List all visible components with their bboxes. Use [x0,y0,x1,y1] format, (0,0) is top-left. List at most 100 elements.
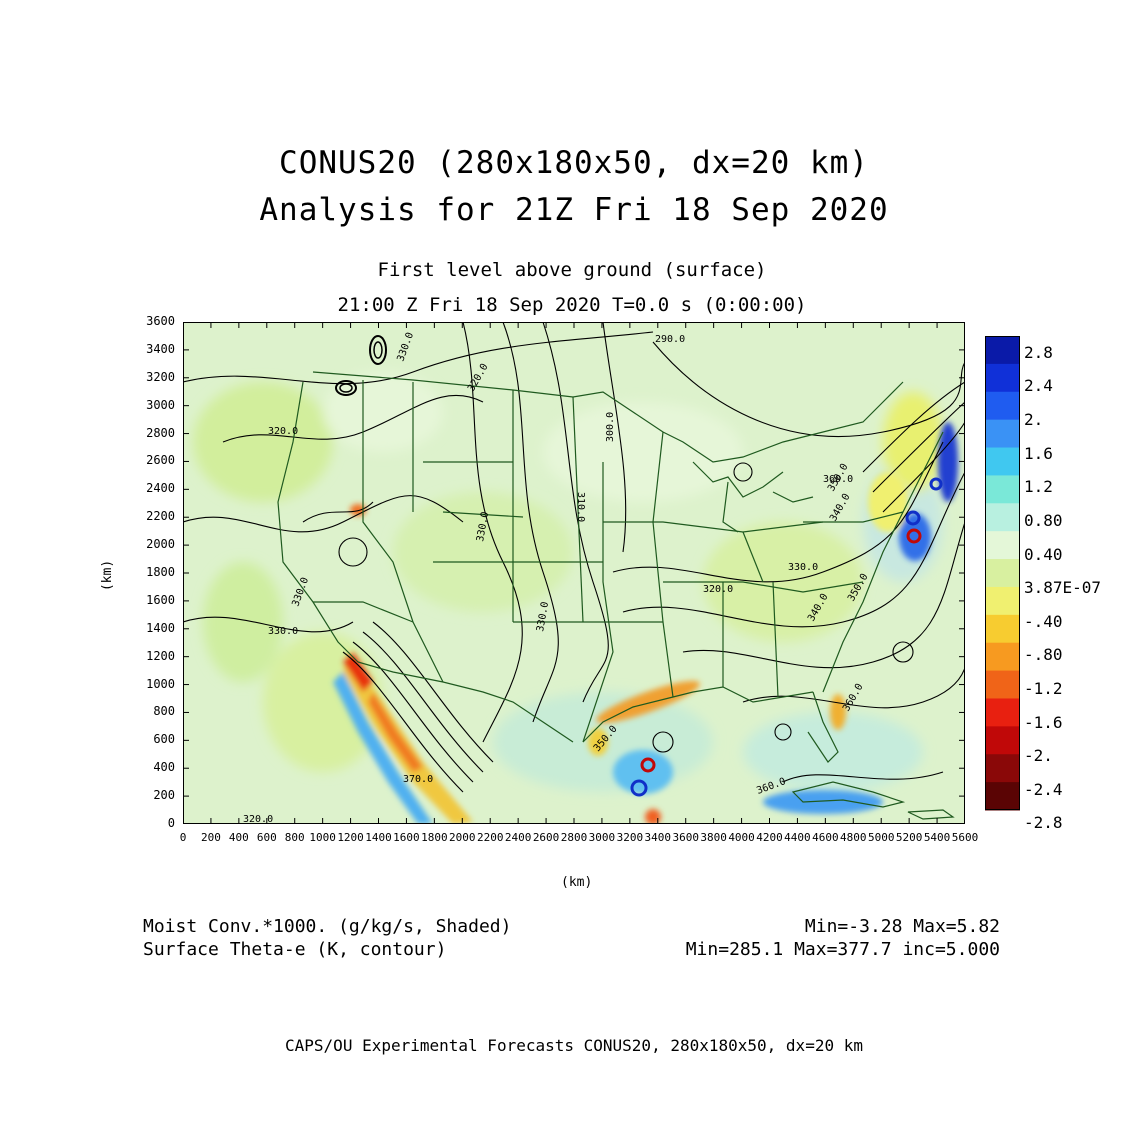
x-tick-label: 4400 [784,831,811,844]
shaded-field-stats: Min=-3.28 Max=5.82 [804,916,1000,937]
y-tick-label: 1800 [146,565,175,579]
x-tick-label: 600 [256,831,277,844]
y-tick-label: 1000 [146,676,175,691]
y-tick-label: 3000 [146,397,175,412]
y-tick-label: 3600 [146,314,175,328]
colorbar-cell [985,754,1020,783]
colorbar-cell [985,670,1020,699]
contour-label: 290.0 [655,334,685,345]
x-tick-label: 2000 [449,831,476,844]
x-tick-label: 5200 [895,831,923,844]
x-tick-label: 3600 [672,831,699,844]
colorbar-cell [985,726,1020,755]
colorbar-cell [985,586,1020,616]
contour-label: 370.0 [403,774,433,785]
contour-label: 310.0 [575,492,586,522]
y-tick-label: 400 [153,760,175,775]
x-tick-label: 400 [228,831,249,844]
colorbar-label: -2.4 [1024,779,1063,799]
x-tick-label: 5400 [923,831,951,844]
colorbar-cell [985,363,1020,393]
colorbar-frame [985,336,1020,810]
colorbar-label: 2. [1024,410,1044,430]
contour-label: 320.0 [703,584,733,595]
contour-label: 330.0 [535,601,551,633]
shaded-field-description: Moist Conv.*1000. (g/kg/s, Shaded) [143,916,512,937]
x-tick-label: 1800 [421,831,448,844]
colorbar-cell [985,642,1020,672]
level-subtitle: First level above ground (surface) [377,259,767,281]
y-tick-label: 2200 [146,509,175,524]
colorbar-cell [985,447,1020,476]
colorbar-label: 2.8 [1024,342,1053,362]
colorbar-cell [985,782,1020,811]
colorbar-label: 1.2 [1024,477,1053,497]
x-tick-label: 1000 [309,831,336,844]
y-tick-label: 1400 [146,620,175,635]
contour-label: 330.0 [268,626,298,637]
y-tick-label: 2600 [146,453,175,468]
contour-field-stats: Min=285.1 Max=377.7 inc=5.000 [685,939,1000,960]
colorbar-label: -1.2 [1024,678,1063,698]
x-tick-label: 2800 [560,831,588,844]
contour-label: 330.0 [475,511,491,543]
y-tick-label: 3200 [146,369,175,384]
y-axis-label: (km) [100,559,116,592]
x-tick-label: 3400 [644,831,672,844]
colorbar-label: 2.4 [1024,376,1053,396]
x-tick-label: 1200 [337,831,364,844]
vortex-rings [335,335,943,797]
main-title-line2: Analysis for 21Z Fri 18 Sep 2020 [259,192,889,228]
colorbar-cell [985,614,1020,644]
colorbar-cell [985,475,1020,504]
baja-convergence-band [333,652,473,824]
x-tick-label: 200 [200,831,221,844]
x-tick-label: 3800 [700,831,727,844]
colorbar-cell [985,419,1020,449]
political-boundaries [277,371,955,820]
x-tick-label: 2600 [532,831,560,844]
x-tick-label: 0 [179,831,187,844]
x-tick-label: 4800 [840,831,867,844]
x-tick-label: 3200 [616,831,644,844]
y-tick-label: 2800 [146,425,175,440]
colorbar-label: -1.6 [1024,712,1063,732]
x-tick-label: 4600 [812,831,839,844]
colorbar-cell [985,698,1020,727]
colorbar-label: -2.8 [1024,813,1063,833]
y-tick-label: 200 [153,788,175,803]
colorbar [985,336,1020,811]
gulf-features [350,422,958,824]
x-tick-label: 2200 [476,831,504,844]
x-tick-label: 4000 [728,831,755,844]
contour-label: 320.0 [243,814,273,824]
colorbar-label: -.40 [1024,611,1063,631]
colorbar-cell [985,336,1020,365]
contour-label: 330.0 [788,562,818,573]
colorbar-label: 3.87E-07 [1024,578,1102,598]
colorbar-label: 0.40 [1024,544,1063,564]
colorbar-cell [985,531,1020,560]
main-title-line1: CONUS20 (280x180x50, dx=20 km) [279,145,869,181]
y-tick-label: 1200 [146,648,175,663]
x-tick-label: 5000 [867,831,895,844]
y-tick-label: 0 [167,816,175,830]
colorbar-cell [985,559,1020,588]
x-tick-label: 1600 [393,831,420,844]
x-tick-label: 5600 [951,831,979,844]
colorbar-cell [985,503,1020,532]
contour-label: 320.0 [268,426,298,437]
x-tick-label: 4200 [756,831,783,844]
contour-field-description: Surface Theta-e (K, contour) [143,939,447,960]
y-tick-label: 600 [153,732,175,747]
x-tick-label: 2400 [504,831,532,844]
contour-label: 360.0 [823,474,853,485]
theta-e-contours [183,322,965,793]
time-subtitle: 21:00 Z Fri 18 Sep 2020 T=0.0 s (0:00:00… [337,294,807,316]
colorbar-label: -2. [1024,746,1053,766]
y-tick-label: 2000 [146,537,175,552]
colorbar-cell [985,391,1020,421]
colorbar-label: 1.6 [1024,443,1053,463]
x-tick-label: 3000 [588,831,616,844]
map-plot: 290.0 300.0 310.0 320.0 320.0 320.0 320.… [183,322,965,824]
